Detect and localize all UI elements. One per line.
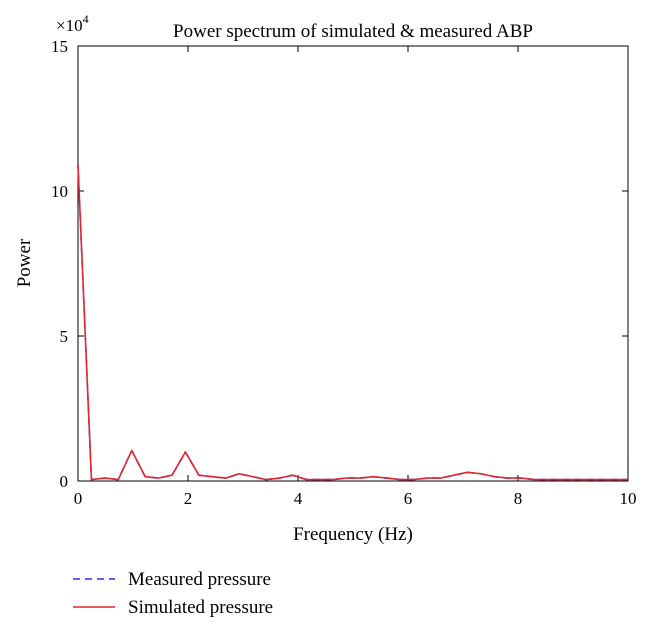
legend-label-simulated: Simulated pressure [128, 597, 273, 618]
x-axis-label: Frequency (Hz) [293, 524, 413, 545]
x-tick-label: 6 [404, 489, 413, 508]
x-tick-label: 4 [294, 489, 303, 508]
legend-label-measured: Measured pressure [128, 569, 271, 590]
series-line-simulated [77, 164, 628, 481]
x-tick-label: 8 [514, 489, 523, 508]
chart-title: Power spectrum of simulated & measured A… [173, 21, 533, 42]
y-tick-label: 0 [60, 472, 69, 491]
y-multiplier-base: ×10 [56, 16, 83, 35]
series-line-measured [77, 164, 628, 481]
legend: Measured pressure Simulated pressure [73, 569, 273, 618]
y-tick-label: 5 [60, 327, 69, 346]
series-lines [77, 164, 628, 481]
axis-tick-labels: 0 2 4 6 8 10 0 5 10 15 [51, 37, 637, 508]
axis-ticks [77, 45, 629, 482]
y-tick-label: 15 [51, 37, 68, 56]
y-multiplier-exponent: 4 [83, 12, 89, 26]
x-tick-label: 2 [184, 489, 193, 508]
plot-area-frame [77, 45, 629, 482]
x-tick-label: 0 [74, 489, 83, 508]
y-tick-label: 10 [51, 182, 68, 201]
y-multiplier: ×104 [56, 12, 89, 35]
x-tick-label: 10 [620, 489, 637, 508]
y-axis-label: Power [14, 238, 35, 287]
